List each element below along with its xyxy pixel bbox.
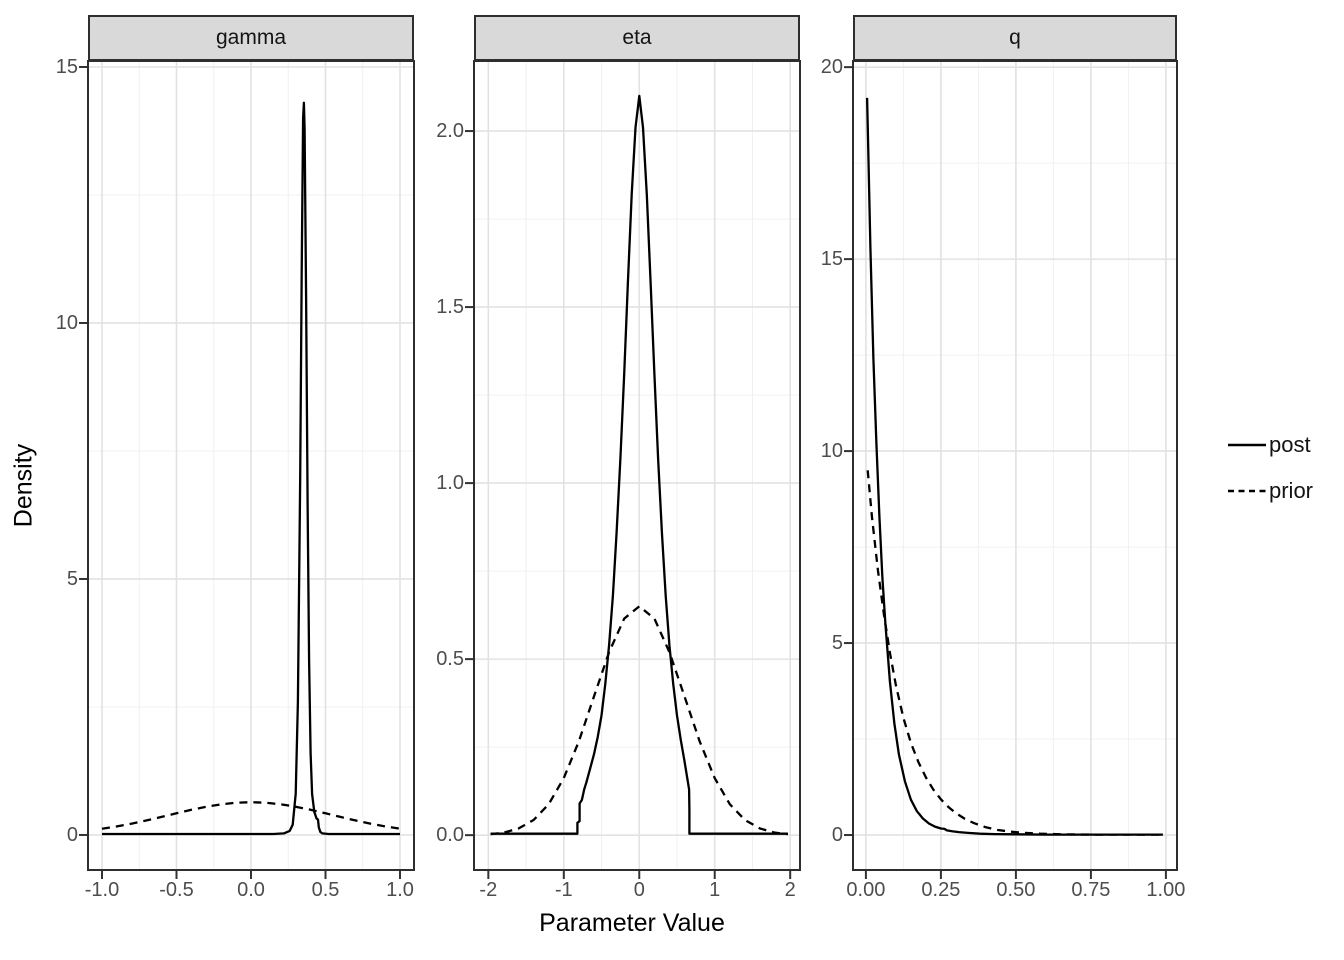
legend-label: prior bbox=[1269, 478, 1314, 503]
panel-eta bbox=[465, 60, 801, 879]
strip-label: eta bbox=[622, 26, 652, 49]
dashed-line-key bbox=[1228, 489, 1266, 493]
y-tick-label: 0 bbox=[831, 824, 843, 847]
panel-gamma bbox=[79, 60, 415, 879]
y-tick-label: 0 bbox=[66, 823, 78, 846]
panel-q bbox=[844, 60, 1178, 879]
prior-curve bbox=[490, 605, 789, 836]
post-curve bbox=[490, 94, 788, 835]
x-tick-label: 1 bbox=[709, 879, 721, 901]
panel-border bbox=[852, 60, 1178, 871]
y-tick-label: 15 bbox=[55, 55, 78, 78]
x-axis-title: Parameter Value bbox=[539, 909, 725, 937]
x-tick-label: 1.0 bbox=[386, 879, 414, 901]
y-tick-label: 20 bbox=[820, 56, 843, 79]
y-axis-title: Density bbox=[9, 443, 38, 528]
y-tick-label: 0.5 bbox=[436, 648, 464, 671]
x-tick-label: -1.0 bbox=[84, 879, 120, 901]
x-tick-label: 0 bbox=[633, 879, 645, 901]
x-tick-label: -2 bbox=[479, 879, 498, 901]
strip-label: q bbox=[1009, 26, 1021, 49]
legend-item-prior: prior bbox=[1227, 478, 1314, 503]
x-tick-label: 2 bbox=[784, 879, 796, 901]
strip-label: gamma bbox=[215, 26, 287, 49]
x-tick-label: -0.5 bbox=[159, 879, 194, 901]
post-curve bbox=[865, 97, 1163, 836]
panel-border bbox=[473, 60, 801, 871]
legend-label: post bbox=[1269, 432, 1311, 457]
y-tick-label: 5 bbox=[831, 632, 843, 655]
y-tick-label: 5 bbox=[66, 567, 78, 590]
y-tick-label: 15 bbox=[820, 248, 843, 271]
x-tick-label: -1 bbox=[554, 879, 573, 901]
strip-eta: eta bbox=[474, 15, 800, 61]
y-tick-label: 1.5 bbox=[436, 296, 464, 319]
legend-item-post: post bbox=[1227, 432, 1313, 457]
y-tick-label: 2.0 bbox=[436, 120, 464, 143]
post-curve bbox=[102, 101, 400, 836]
x-tick-label: 1.00 bbox=[1146, 879, 1186, 901]
y-tick-label: 0.0 bbox=[436, 824, 464, 847]
x-tick-label: 0.50 bbox=[996, 879, 1036, 901]
x-tick-label: 0.5 bbox=[311, 879, 340, 901]
y-tick-label: 10 bbox=[820, 440, 843, 463]
panel-border bbox=[87, 60, 415, 871]
x-tick-label: 0.00 bbox=[846, 879, 886, 901]
y-tick-label: 1.0 bbox=[436, 472, 464, 495]
legend: post prior bbox=[1227, 432, 1314, 503]
solid-line-key bbox=[1228, 443, 1266, 447]
x-tick-label: 0.25 bbox=[921, 879, 961, 901]
strip-gamma: gamma bbox=[88, 15, 414, 61]
prior-curve bbox=[101, 801, 401, 830]
y-tick-label: 10 bbox=[55, 311, 78, 334]
strip-q: q bbox=[853, 15, 1177, 61]
x-tick-label: 0.75 bbox=[1071, 879, 1111, 901]
x-tick-label: 0.0 bbox=[237, 879, 265, 901]
